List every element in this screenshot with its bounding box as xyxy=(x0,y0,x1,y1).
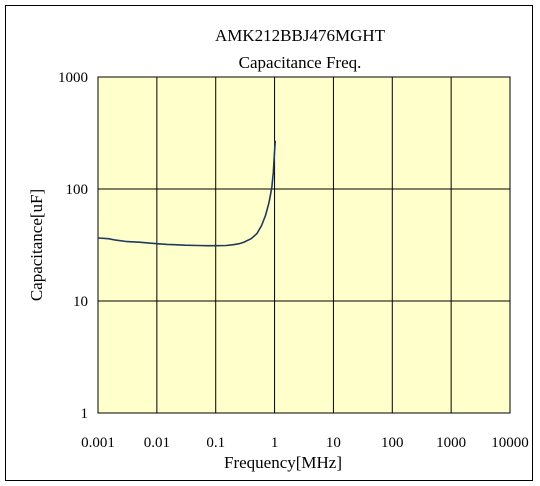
x-tick-label: 0.1 xyxy=(206,435,225,451)
x-tick-label: 1000 xyxy=(436,435,466,451)
x-tick-label: 10000 xyxy=(491,435,529,451)
x-tick-label: 0.01 xyxy=(144,435,170,451)
y-tick-label: 100 xyxy=(66,182,89,198)
grid-lines xyxy=(98,77,510,413)
chart-subtitle: Capacitance Freq. xyxy=(239,53,362,72)
y-tick-labels: 1 10 100 1000 xyxy=(58,70,88,422)
y-tick-label: 1000 xyxy=(58,70,88,86)
capacitance-series-line xyxy=(97,140,277,247)
x-tick-label: 1 xyxy=(271,435,279,451)
x-tick-label: 100 xyxy=(381,435,404,451)
y-tick-label: 10 xyxy=(73,294,88,310)
series-layer xyxy=(97,140,277,247)
x-tick-labels: 0.001 0.01 0.1 1 10 100 1000 10000 xyxy=(81,435,529,451)
x-tick-label: 0.001 xyxy=(81,435,115,451)
x-tick-label: 10 xyxy=(326,435,341,451)
plot-area xyxy=(97,76,511,414)
y-tick-label: 1 xyxy=(81,406,89,422)
y-axis-label: Capacitance[uF] xyxy=(27,189,46,301)
chart-title: AMK212BBJ476MGHT xyxy=(215,26,386,45)
x-axis-label: Frequency[MHz] xyxy=(224,453,342,472)
